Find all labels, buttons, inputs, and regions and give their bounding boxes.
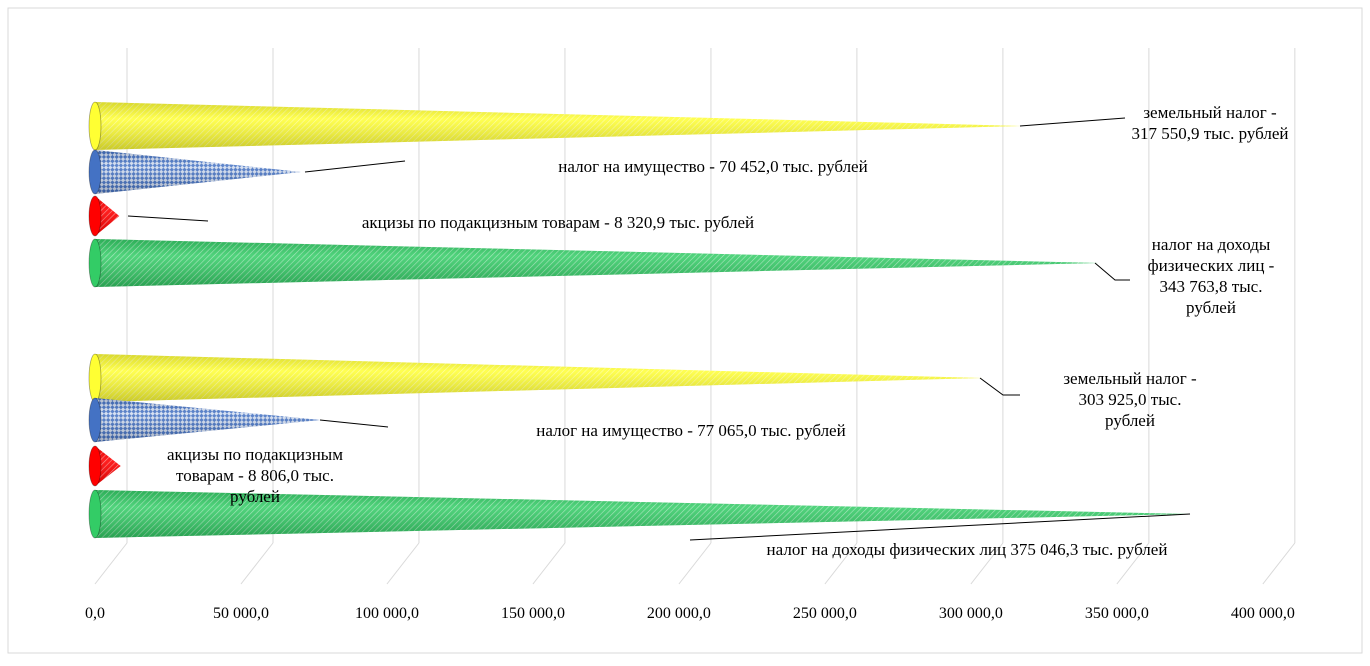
data-label: акцизы по подакцизным товарам - 8 806,0 т… [167,445,343,506]
floor-gridline [386,542,420,585]
cone-shading [95,102,1023,150]
data-label-line: 317 550,9 тыс. рублей [1131,124,1288,143]
data-label: налог на доходы физических лиц - 343 763,8… [1148,235,1275,317]
data-label: акцизы по подакцизным товарам - 8 320,9 … [362,213,754,232]
x-tick-label: 200 000,0 [647,605,711,622]
cone-shading [95,446,121,486]
floor-gridline [240,542,274,585]
cone-bar [88,195,120,237]
cone-base [88,445,102,487]
floor-gridline [1116,542,1150,585]
floor-gridline [1262,542,1296,585]
data-label-line: налог на имущество - 70 452,0 тыс. рубле… [558,157,867,176]
data-label: налог на имущество - 77 065,0 тыс. рубле… [536,421,845,440]
cone-shading [95,490,1190,538]
floor-gridline [94,542,128,585]
cone-bar [88,445,121,487]
cone-shading [95,196,120,236]
cone-bar [88,489,1190,539]
leader-line [1094,262,1130,281]
x-tick-label: 400 000,0 [1231,605,1295,622]
cone-shading [95,354,983,402]
x-tick-label: 150 000,0 [501,605,565,622]
leader-line [979,377,1020,396]
cone-bar [88,101,1023,151]
cone-bar [88,238,1099,288]
cone-base [88,149,102,195]
cone-shading [95,239,1099,287]
data-label: налог на имущество - 70 452,0 тыс. рубле… [558,157,867,176]
leader-line [1019,117,1126,127]
data-label-line: рублей [1105,411,1155,430]
leader-line [304,160,406,173]
data-label-line: 343 763,8 тыс. [1160,277,1263,296]
floor-gridline [970,542,1004,585]
data-labels: земельный налог - 317 550,9 тыс. рублей на… [127,103,1289,559]
cone-base [88,397,102,443]
x-tick-label: 350 000,0 [1085,605,1149,622]
data-label-line: товарам - 8 806,0 тыс. [176,466,334,485]
cone-bar [88,397,321,443]
cone-bar [88,149,301,195]
data-label-line: налог на имущество - 77 065,0 тыс. рубле… [536,421,845,440]
cone-shading [95,150,301,194]
bars [88,101,1190,539]
leader-line [319,419,389,428]
data-label-line: физических лиц - [1148,256,1275,275]
data-label: земельный налог - 317 550,9 тыс. рублей [1131,103,1288,143]
x-tick-label: 100 000,0 [355,605,419,622]
data-label: налог на доходы физических лиц 375 046,3… [767,540,1168,559]
data-label-line: налог на доходы [1152,235,1271,254]
cone-base [88,238,102,288]
cone-shading [95,398,321,442]
data-label-line: рублей [1186,298,1236,317]
data-label-line: земельный налог - [1063,369,1197,388]
floor-gridline [532,542,566,585]
x-axis: 0,0 50 000,0 100 000,0 150 000,0 200 000,0 25… [85,542,1296,622]
cone-base [88,489,102,539]
cone-base [88,195,102,237]
x-tick-label: 50 000,0 [213,605,269,622]
x-tick-label: 250 000,0 [793,605,857,622]
cone-bar [88,353,983,403]
data-label: земельный налог - 303 925,0 тыс. рублей [1063,369,1197,430]
x-tick-label: 300 000,0 [939,605,1003,622]
data-label-line: 303 925,0 тыс. [1079,390,1182,409]
data-label-line: налог на доходы физических лиц 375 046,3… [767,540,1168,559]
data-label-line: земельный налог - [1143,103,1277,122]
data-label-line: акцизы по подакцизным [167,445,343,464]
cone-base [88,101,102,151]
x-tick-label: 0,0 [85,605,105,622]
floor-gridline [678,542,712,585]
leader-line [127,215,209,222]
data-label-line: акцизы по подакцизным товарам - 8 320,9 … [362,213,754,232]
cone-base [88,353,102,403]
data-label-line: рублей [230,487,280,506]
leader-line [689,513,1191,541]
floor-gridline [824,542,858,585]
